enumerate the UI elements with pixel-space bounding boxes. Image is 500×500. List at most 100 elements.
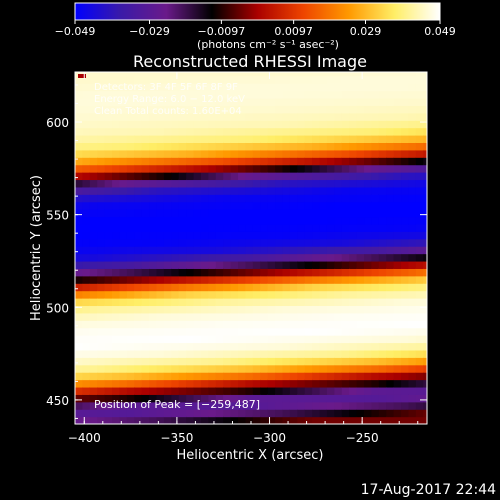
peak-position-label: Position of Peak = [−259,487] <box>94 398 260 411</box>
heatmap-cell <box>223 149 232 158</box>
heatmap-cell <box>112 216 121 225</box>
heatmap-cell <box>178 386 187 395</box>
heatmap-cell <box>349 275 358 284</box>
heatmap-cell <box>356 164 365 173</box>
heatmap-cell <box>126 186 135 195</box>
heatmap-cell <box>126 342 135 351</box>
heatmap-cell <box>378 157 387 166</box>
heatmap-cell <box>393 320 402 329</box>
heatmap-cell <box>282 201 291 210</box>
heatmap-cell <box>223 327 232 336</box>
heatmap-cell <box>393 179 402 188</box>
heatmap-cell <box>252 112 261 121</box>
heatmap-cell <box>215 127 224 136</box>
heatmap-cell <box>193 372 202 381</box>
heatmap-cell <box>275 194 284 203</box>
heatmap-cell <box>126 372 135 381</box>
heatmap-cell <box>267 238 276 247</box>
heatmap-cell <box>82 97 91 106</box>
heatmap-cell <box>378 172 387 181</box>
heatmap-cell <box>230 90 239 99</box>
info-line: Energy Range: 6.0 − 12.0 keV <box>94 94 245 105</box>
heatmap-cell <box>401 97 410 106</box>
heatmap-cell <box>208 312 217 321</box>
heatmap-cell <box>326 112 335 121</box>
heatmap-cell <box>319 179 328 188</box>
heatmap-cell <box>312 357 321 366</box>
heatmap-cell <box>364 357 373 366</box>
heatmap-cell <box>193 142 202 151</box>
heatmap-cell <box>297 283 306 292</box>
heatmap-cell <box>97 223 106 232</box>
heatmap-cell <box>326 127 335 136</box>
heatmap-cell <box>126 127 135 136</box>
heatmap-cell <box>134 290 143 299</box>
heatmap-cell <box>215 305 224 314</box>
heatmap-cell <box>223 253 232 262</box>
heatmap-cell <box>208 401 217 410</box>
heatmap-cell <box>282 394 291 403</box>
heatmap-cell <box>260 290 269 299</box>
heatmap-cell <box>356 327 365 336</box>
heatmap-cell <box>423 246 427 255</box>
heatmap-cell <box>156 275 165 284</box>
heatmap-cell <box>401 305 410 314</box>
heatmap-cell <box>356 342 365 351</box>
heatmap-cell <box>252 290 261 299</box>
heatmap-cell <box>156 253 165 262</box>
heatmap-cell <box>200 164 209 173</box>
heatmap-cell <box>215 164 224 173</box>
heatmap-cell <box>171 127 180 136</box>
heatmap-cell <box>393 97 402 106</box>
heatmap-cell <box>208 275 217 284</box>
heatmap-cell <box>238 127 247 136</box>
heatmap-cell <box>297 90 306 99</box>
heatmap-cell <box>230 268 239 277</box>
info-line: Detectors: 3F 4F 5F 6F 8F 9F <box>94 82 238 93</box>
heatmap-cell <box>312 231 321 240</box>
heatmap-cell <box>304 75 313 84</box>
heatmap-cell <box>89 83 98 92</box>
heatmap-cell <box>393 364 402 373</box>
heatmap-cell <box>341 216 350 225</box>
heatmap-cell <box>178 216 187 225</box>
heatmap-cell <box>238 416 247 424</box>
heatmap-cell <box>193 238 202 247</box>
heatmap-cell <box>245 157 254 166</box>
heatmap-cell <box>119 283 128 292</box>
heatmap-cell <box>304 379 313 388</box>
heatmap-cell <box>393 290 402 299</box>
heatmap-cell <box>334 298 343 307</box>
heatmap-cell <box>341 90 350 99</box>
heatmap-cell <box>223 186 232 195</box>
heatmap-cell <box>178 223 187 232</box>
heatmap-cell <box>304 134 313 143</box>
heatmap-cell <box>178 327 187 336</box>
timestamp: 17-Aug-2017 22:44 <box>361 482 496 498</box>
heatmap-cell <box>334 83 343 92</box>
heatmap-cell <box>386 416 395 424</box>
heatmap-cell <box>245 97 254 106</box>
heatmap-cell <box>252 394 261 403</box>
heatmap-cell <box>112 349 121 358</box>
heatmap-cell <box>349 246 358 255</box>
heatmap-cell <box>401 394 410 403</box>
heatmap-cell <box>415 372 424 381</box>
heatmap-cell <box>75 268 84 277</box>
heatmap-cell <box>393 283 402 292</box>
heatmap-cell <box>149 364 158 373</box>
heatmap-cell <box>230 201 239 210</box>
heatmap-cell <box>393 216 402 225</box>
heatmap-cell <box>193 357 202 366</box>
heatmap-cell <box>163 120 172 129</box>
heatmap-cell <box>319 372 328 381</box>
heatmap-cell <box>163 105 172 114</box>
heatmap-cell <box>408 149 417 158</box>
heatmap-cell <box>386 246 395 255</box>
heatmap-cell <box>82 372 91 381</box>
heatmap-cell <box>401 379 410 388</box>
heatmap-cell <box>171 342 180 351</box>
heatmap-cell <box>364 253 373 262</box>
heatmap-cell <box>97 112 106 121</box>
heatmap-cell <box>386 298 395 307</box>
